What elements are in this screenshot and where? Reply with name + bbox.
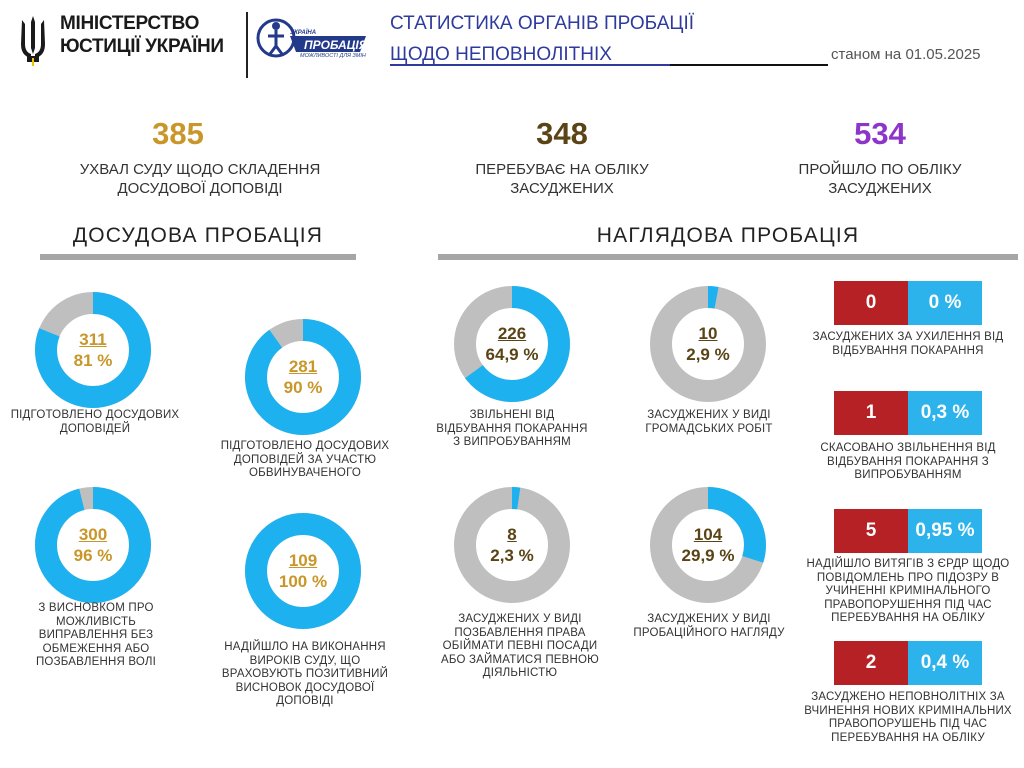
stat-box-count: 0 <box>834 281 908 325</box>
donut-caption: ЗАСУДЖЕНИХ У ВИДІ ПРОБАЦІЙНОГО НАГЛЯДУ <box>633 613 785 639</box>
donut-percent: 81 % <box>73 351 113 370</box>
stat-box: 0 0 % <box>834 281 982 325</box>
page-title: СТАТИСТИКА ОРГАНІВ ПРОБАЦІЇ ЩОДО НЕПОВНО… <box>390 8 830 70</box>
donut-chart: 8 2,3 % <box>452 485 572 605</box>
stat-rulings-value: 385 <box>152 116 204 151</box>
donut-percent: 2,3 % <box>490 546 534 565</box>
donut-ring <box>454 286 570 402</box>
section-supervisory-title: НАГЛЯДОВА ПРОБАЦІЯ <box>596 224 860 247</box>
section-supervisory-bar <box>438 254 1018 260</box>
header-divider <box>246 12 248 78</box>
donut-percent: 2,9 % <box>686 345 730 364</box>
stat-box: 1 0,3 % <box>834 391 982 435</box>
donut-count: 311 <box>79 330 107 349</box>
donut-ring <box>650 487 766 603</box>
donut-count: 281 <box>288 357 318 376</box>
donut-count: 104 <box>693 525 723 544</box>
donut-ring <box>454 487 570 603</box>
stat-box-caption: ЗАСУДЖЕНО НЕПОВНОЛІТНІХ ЗА ВЧИНЕННЯ НОВИ… <box>804 691 1012 744</box>
donut-value-arc <box>35 292 151 408</box>
trident-icon <box>21 16 45 66</box>
donut-value-arc <box>35 487 151 603</box>
donut-chart: 311 81 % <box>33 290 153 410</box>
donut-ring <box>35 292 151 408</box>
donut-percent: 64,9 % <box>485 345 539 364</box>
section-pretrial-bar <box>40 254 356 260</box>
donut-ring <box>650 286 766 402</box>
donut-caption: ЗВІЛЬНЕНІ ВІД ВІДБУВАННЯ ПОКАРАННЯ З ВИП… <box>436 409 588 448</box>
probation-logo-bottom-text: МОЖЛИВОСТІ ДЛЯ ЗМІН <box>300 53 366 59</box>
title-underline <box>390 64 828 66</box>
page-title-line-1: СТАТИСТИКА ОРГАНІВ ПРОБАЦІЇ <box>390 13 695 34</box>
stat-box: 5 0,95 % <box>834 509 982 553</box>
donut-count: 300 <box>78 525 108 544</box>
donut-ring <box>245 319 361 435</box>
donut-value-arc <box>454 286 570 402</box>
stat-box-percent: 0,4 % <box>908 641 982 685</box>
ministry-line-2: ЮСТИЦІЇ УКРАЇНИ <box>60 36 224 57</box>
donut-caption: З ВИСНОВКОМ ПРО МОЖЛИВІСТЬ ВИПРАВЛЕННЯ Б… <box>35 602 157 668</box>
probation-logo <box>256 18 366 58</box>
stat-box-percent: 0 % <box>908 281 982 325</box>
stat-passed-label: ПРОЙШЛО ПО ОБЛІКУ ЗАСУДЖЕНИХ <box>798 161 962 197</box>
stat-rulings-label: УХВАЛ СУДУ ЩОДО СКЛАДЕННЯ ДОСУДОВОЇ ДОПО… <box>79 161 321 197</box>
page-title-line-2: ЩОДО НЕПОВНОЛІТНІХ <box>390 44 612 65</box>
donut-count: 10 <box>698 324 718 343</box>
donut-chart: 109 100 % <box>243 511 363 631</box>
donut-caption: ПІДГОТОВЛЕНО ДОСУДОВИХ ДОПОВІДЕЙ <box>10 409 180 435</box>
title-underline-dark <box>670 64 828 66</box>
stat-box-percent: 0,3 % <box>908 391 982 435</box>
probation-logo-main-text: ПРОБАЦІЯ <box>304 38 368 52</box>
donut-percent: 96 % <box>73 546 113 565</box>
donut-percent: 90 % <box>283 378 323 397</box>
report-date: станом на 01.05.2025 <box>831 46 981 63</box>
stat-box-count: 1 <box>834 391 908 435</box>
donut-count: 8 <box>507 525 517 544</box>
donut-count: 226 <box>497 324 527 343</box>
donut-caption: ЗАСУДЖЕНИХ У ВИДІ ГРОМАДСЬКИХ РОБІТ <box>645 409 773 435</box>
donut-value-arc <box>650 487 766 603</box>
stat-box-caption: НАДІЙШЛО ВИТЯГІВ З ЄРДР ЩОДО ПОВІДОМЛЕНЬ… <box>806 558 1010 624</box>
stat-box-caption: СКАСОВАНО ЗВІЛЬНЕННЯ ВІД ВІДБУВАННЯ ПОКА… <box>820 442 996 481</box>
ministry-line-1: МІНІСТЕРСТВО <box>60 13 200 34</box>
stat-box-percent: 0,95 % <box>908 509 982 553</box>
stat-registered-label: ПЕРЕБУВАЄ НА ОБЛІКУ ЗАСУДЖЕНИХ <box>475 161 649 197</box>
donut-caption: НАДІЙШЛО НА ВИКОНАННЯ ВИРОКІВ СУДУ, ЩО В… <box>221 641 389 707</box>
donut-caption: ПІДГОТОВЛЕНО ДОСУДОВИХ ДОПОВІДЕЙ ЗА УЧАС… <box>220 440 390 479</box>
donut-chart: 104 29,9 % <box>648 485 768 605</box>
donut-count: 109 <box>288 551 318 570</box>
probation-logo-top-text: УКРАЇНА <box>290 30 317 36</box>
donut-chart: 10 2,9 % <box>648 284 768 404</box>
donut-ring <box>245 513 361 629</box>
stat-box-count: 2 <box>834 641 908 685</box>
donut-chart: 226 64,9 % <box>452 284 572 404</box>
stat-registered-value: 348 <box>536 116 588 151</box>
stat-box-count: 5 <box>834 509 908 553</box>
donut-caption: ЗАСУДЖЕНИХ У ВИДІ ПОЗБАВЛЕННЯ ПРАВА ОБІЙ… <box>440 613 600 679</box>
stat-box-caption: ЗАСУДЖЕНИХ ЗА УХИЛЕННЯ ВІД ВІДБУВАННЯ ПО… <box>812 331 1004 357</box>
donut-value-arc <box>245 319 361 435</box>
stat-box: 2 0,4 % <box>834 641 982 685</box>
donut-value-arc <box>454 487 570 603</box>
donut-value-arc <box>650 286 766 402</box>
donut-percent: 100 % <box>278 572 328 591</box>
donut-value-arc <box>245 513 361 629</box>
donut-chart: 300 96 % <box>33 485 153 605</box>
donut-percent: 29,9 % <box>681 546 735 565</box>
donut-chart: 281 90 % <box>243 317 363 437</box>
ministry-name: МІНІСТЕРСТВО ЮСТИЦІЇ УКРАЇНИ <box>60 12 250 58</box>
stat-passed-value: 534 <box>854 116 906 151</box>
donut-ring <box>35 487 151 603</box>
section-pretrial-title: ДОСУДОВА ПРОБАЦІЯ <box>72 224 324 247</box>
